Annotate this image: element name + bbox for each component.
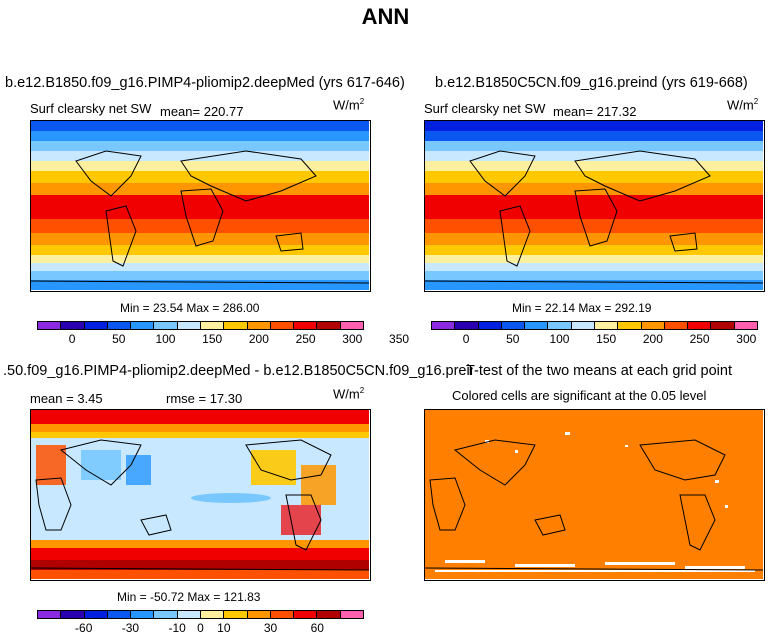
- minmax-top-right: Min = 22.14 Max = 292.19: [512, 301, 652, 315]
- colorbar-swatch: [548, 322, 572, 329]
- units-label-top-right: W/m2: [727, 97, 759, 113]
- map-svg-top-right: [425, 121, 763, 290]
- colorbar-tick-label: 0: [462, 332, 470, 346]
- colorbar-swatch: [340, 322, 363, 329]
- colorbar-tick-label: 50: [506, 332, 520, 346]
- map-bottom-right: [424, 409, 765, 581]
- colorbar-tick-label: 60: [310, 621, 324, 635]
- colorbar-swatch: [618, 322, 642, 329]
- rmse-label-bottom-left: rmse = 17.30: [166, 391, 243, 406]
- colorbar-tick-label: -30: [121, 621, 140, 635]
- panel-title-bottom-right: T-test of the two means at each grid poi…: [466, 363, 732, 379]
- colorbar-swatch: [200, 611, 225, 618]
- colorbar-swatch: [38, 611, 62, 618]
- colorbar-tick-label: 200: [248, 332, 269, 346]
- colorbar-swatch: [131, 611, 155, 618]
- colorbar-swatch: [294, 322, 318, 329]
- panel-title-top-left: b.e12.B1850.f09_g16.PIMP4-pliomip2.deepM…: [5, 75, 405, 91]
- colorbar-swatch: [270, 611, 295, 618]
- colorbar-swatch: [131, 322, 155, 329]
- colorbar-swatch: [711, 322, 735, 329]
- colorbar-ticks: 0 50 100 150 200 250 300 350: [37, 330, 409, 346]
- colorbar-tick-label: 200: [642, 332, 663, 346]
- colorbar-tick-label: 250: [689, 332, 710, 346]
- colorbar-swatch: [270, 322, 295, 329]
- colorbar-swatch: [294, 611, 318, 618]
- colorbar-swatch: [200, 322, 225, 329]
- colorbar-tick-label: 0: [68, 332, 76, 346]
- colorbar-top-left: 0 50 100 150 200 250 300 350: [37, 321, 409, 346]
- colorbar-strip: [37, 610, 364, 619]
- colorbar-swatch: [247, 322, 271, 329]
- panel-title-bottom-left: .50.f09_g16.PIMP4-pliomip2.deepMed - b.e…: [3, 363, 473, 379]
- units-label-top-left: W/m2: [333, 97, 365, 113]
- map-top-left: [30, 120, 371, 292]
- colorbar-tick-label: 100: [155, 332, 176, 346]
- units-label-bottom-left: W/m2: [333, 386, 365, 402]
- colorbar-swatch: [478, 322, 502, 329]
- colorbar-swatch: [154, 322, 178, 329]
- subtitle-bottom-right: Colored cells are significant at the 0.0…: [452, 388, 707, 403]
- colorbar-bottom-left: -60 -30 -10 0 10 30 60: [37, 610, 364, 635]
- colorbar-tick-label: 300: [736, 332, 757, 346]
- colorbar-swatch: [641, 322, 665, 329]
- colorbar-tick-label: -10: [168, 621, 186, 635]
- colorbar-swatch: [594, 322, 619, 329]
- colorbar-swatch: [432, 322, 456, 329]
- colorbar-tick-label: 50: [112, 332, 126, 346]
- colorbar-swatch: [688, 322, 712, 329]
- colorbar-tick-label: 0: [197, 621, 204, 635]
- page-title: ANN: [361, 4, 410, 29]
- colorbar-swatch: [525, 322, 549, 329]
- map-bottom-left: [30, 409, 371, 581]
- colorbar-tick-label: 150: [596, 332, 617, 346]
- colorbar-swatch: [61, 322, 85, 329]
- colorbar-swatch: [571, 322, 595, 329]
- colorbar-swatch: [84, 322, 108, 329]
- colorbar-swatch: [340, 611, 363, 618]
- minmax-top-left: Min = 23.54 Max = 286.00: [120, 301, 260, 315]
- variable-label-top-left: Surf clearsky net SW: [30, 101, 152, 116]
- colorbar-swatch: [224, 322, 248, 329]
- colorbar-tick-label: 150: [202, 332, 223, 346]
- colorbar-ticks: -60 -30 -10 0 10 30 60: [37, 619, 364, 635]
- map-svg-bottom-left: [31, 410, 369, 579]
- colorbar-swatch: [247, 611, 271, 618]
- colorbar-swatch: [61, 611, 85, 618]
- colorbar-swatch: [317, 611, 341, 618]
- colorbar-swatch: [664, 322, 689, 329]
- colorbar-strip: [37, 321, 364, 330]
- colorbar-swatch: [107, 611, 132, 618]
- colorbar-strip: [431, 321, 758, 330]
- colorbar-swatch: [455, 322, 479, 329]
- map-svg-top-left: [31, 121, 369, 290]
- map-top-right: [424, 120, 765, 292]
- mean-label-top-left: mean= 220.77: [160, 104, 244, 119]
- colorbar-tick-label: 350: [389, 332, 410, 346]
- colorbar-tick-label: 10: [217, 621, 231, 635]
- panel-title-top-right: b.e12.B1850C5CN.f09_g16.preind (yrs 619-…: [435, 75, 748, 91]
- colorbar-tick-label: 300: [342, 332, 363, 346]
- colorbar-swatch: [734, 322, 757, 329]
- mean-label-bottom-left: mean = 3.45: [30, 391, 103, 406]
- colorbar-tick-label: -60: [75, 621, 93, 635]
- colorbar-tick-label: 30: [263, 621, 278, 635]
- mean-label-top-right: mean= 217.32: [553, 104, 637, 119]
- colorbar-tick-label: 250: [295, 332, 316, 346]
- variable-label-top-right: Surf clearsky net SW: [424, 101, 546, 116]
- colorbar-swatch: [224, 611, 248, 618]
- map-svg-bottom-right: [425, 410, 763, 579]
- colorbar-swatch: [154, 611, 178, 618]
- colorbar-tick-label: 100: [549, 332, 570, 346]
- colorbar-swatch: [501, 322, 526, 329]
- colorbar-swatch: [107, 322, 132, 329]
- colorbar-swatch: [177, 322, 201, 329]
- colorbar-swatch: [84, 611, 108, 618]
- minmax-bottom-left: Min = -50.72 Max = 121.83: [117, 590, 261, 604]
- colorbar-swatch: [177, 611, 201, 618]
- colorbar-swatch: [317, 322, 341, 329]
- colorbar-swatch: [38, 322, 62, 329]
